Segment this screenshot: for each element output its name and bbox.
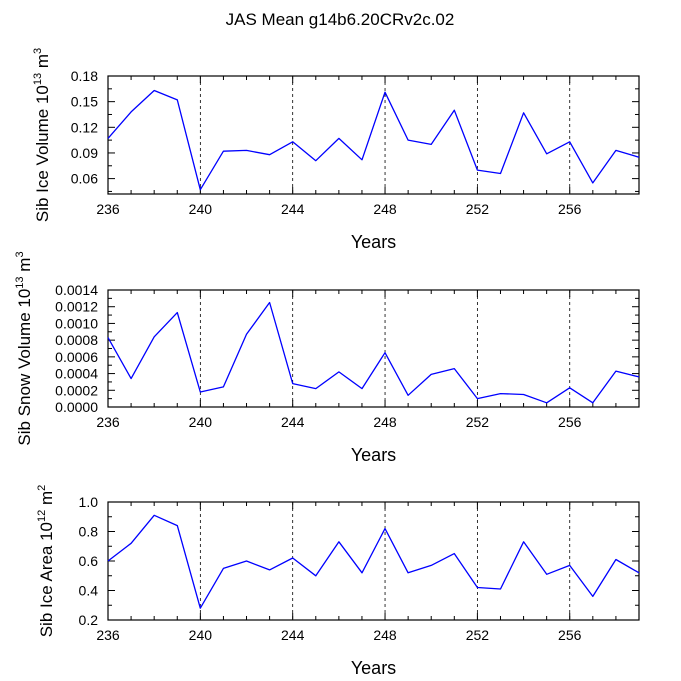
x-tick-label: 252 <box>466 414 490 430</box>
plot-frame <box>107 75 640 195</box>
x-tick-label: 240 <box>189 627 213 643</box>
series-line <box>107 301 640 404</box>
panel-3: 236 240 244 248 252 256 0.2 0.4 0.6 0.8 1.0 Years Si… <box>36 485 640 678</box>
x-tick-label: 240 <box>189 414 213 430</box>
x-tick-label: 236 <box>96 414 120 430</box>
x-axis-title: Years <box>351 445 396 465</box>
x-tick-label: 256 <box>558 201 582 217</box>
y-axis-title-exponent: 13 <box>14 276 26 288</box>
y-axis-title-unit: m <box>15 258 34 277</box>
y-tick-label: 0.0006 <box>55 349 98 365</box>
x-tick-label: 252 <box>466 627 490 643</box>
x-tick-label: 256 <box>558 627 582 643</box>
chart-title: JAS Mean g14b6.20CRv2c.02 <box>226 10 455 29</box>
y-axis-title-text: Sib Snow Volume 10 <box>15 289 34 446</box>
y-tick-label: 0.06 <box>71 171 98 187</box>
y-axis-title: Sib Ice Area 1012 m2 <box>36 485 56 638</box>
y-tick-label: 0.0004 <box>55 366 98 382</box>
x-tick-label: 252 <box>466 201 490 217</box>
x-axis-title: Years <box>351 232 396 252</box>
y-tick-label: 0.0002 <box>55 382 98 398</box>
y-tick-label: 0.2 <box>79 612 99 628</box>
y-tick-label: 0.15 <box>71 94 98 110</box>
y-tick-label: 0.09 <box>71 145 98 161</box>
x-tick-label: 256 <box>558 414 582 430</box>
y-tick-label: 0.12 <box>71 119 98 135</box>
x-tick-label: 248 <box>373 627 397 643</box>
y-tick-label: 0.0000 <box>55 399 98 415</box>
y-tick-label: 0.6 <box>79 553 99 569</box>
x-tick-label: 244 <box>281 201 305 217</box>
y-tick-label: 0.4 <box>79 583 99 599</box>
y-tick-label: 0.0008 <box>55 332 98 348</box>
y-axis-title-text: Sib Ice Volume 10 <box>33 85 52 222</box>
x-tick-label: 240 <box>189 201 213 217</box>
x-tick-label: 248 <box>373 201 397 217</box>
x-tick-label: 244 <box>281 414 305 430</box>
y-axis-title-text: Sib Ice Area 10 <box>37 522 56 637</box>
y-axis-title-unit-exponent: 3 <box>14 251 26 257</box>
x-axis-title: Years <box>351 658 396 678</box>
series-line <box>107 89 640 191</box>
y-axis-title-unit: m <box>37 491 56 510</box>
series-line <box>107 514 640 609</box>
y-tick-label: 0.0012 <box>55 299 98 315</box>
y-axis-title-exponent: 13 <box>32 73 44 85</box>
panel-2: 236 240 244 248 252 2560.00000.00020.00040.00… <box>14 251 640 465</box>
y-tick-label: 1.0 <box>79 494 99 510</box>
y-tick-label: 0.0014 <box>55 282 98 298</box>
y-tick-label: 0.8 <box>79 524 99 540</box>
x-tick-label: 248 <box>373 414 397 430</box>
y-axis-title-unit-exponent: 3 <box>32 48 44 54</box>
y-tick-label: 0.0010 <box>55 315 98 331</box>
y-axis-title-exponent: 12 <box>36 510 48 522</box>
y-axis-title: Sib Snow Volume 1013 m3 <box>14 251 34 445</box>
x-tick-label: 236 <box>96 201 120 217</box>
y-axis-title-unit: m <box>33 54 52 73</box>
x-tick-label: 236 <box>96 627 120 643</box>
y-tick-label: 0.18 <box>71 68 98 84</box>
x-tick-label: 244 <box>281 627 305 643</box>
y-axis-title: Sib Ice Volume 1013 m3 <box>32 48 52 222</box>
y-axis-title-unit-exponent: 2 <box>36 485 48 491</box>
panel-1: 236 240 244 248 252 256 0.06 0.09 0.12 0.15 0.18 Ye… <box>32 48 640 252</box>
